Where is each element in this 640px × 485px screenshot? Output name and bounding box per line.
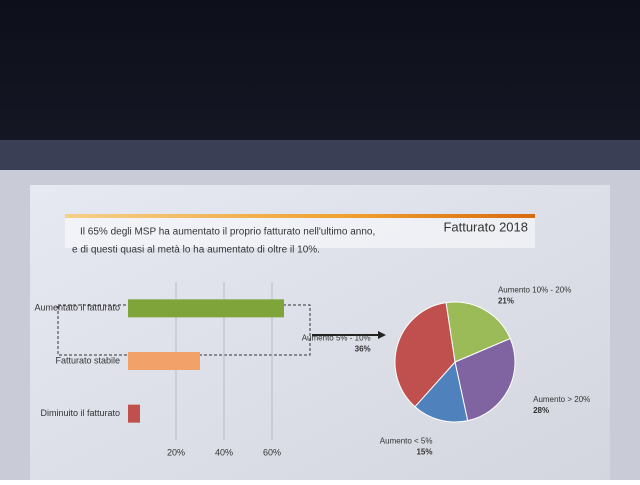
pie-value-label: 28% bbox=[533, 406, 549, 415]
stage-edge bbox=[0, 140, 640, 170]
y-tick-label: Diminuito il fatturato bbox=[40, 408, 120, 418]
slide-text: Il 65% degli MSP ha aumentato il proprio… bbox=[80, 227, 375, 238]
pie-slice bbox=[414, 360, 469, 423]
title-rule bbox=[65, 214, 535, 218]
bar bbox=[128, 352, 200, 370]
x-tick-label: 20% bbox=[167, 447, 185, 457]
pie-label: Aumento < 5% bbox=[380, 436, 433, 445]
slide-title: Fatturato 2018 bbox=[443, 219, 528, 234]
pie-label: Aumento > 20% bbox=[533, 395, 590, 404]
pie-value-label: 36% bbox=[355, 345, 371, 354]
y-tick-label: Fatturato stabile bbox=[55, 355, 120, 365]
x-tick-label: 60% bbox=[263, 447, 281, 457]
pie-slice bbox=[454, 337, 516, 422]
bar bbox=[128, 404, 140, 423]
pie-value-label: 15% bbox=[416, 447, 432, 456]
arrow-head bbox=[378, 331, 386, 339]
pie-value-label: 21% bbox=[498, 297, 514, 306]
title-band bbox=[65, 218, 535, 248]
pie-label: Aumento 10% - 20% bbox=[498, 286, 571, 295]
x-tick-label: 40% bbox=[215, 447, 233, 457]
pie-slice bbox=[394, 302, 456, 408]
bar bbox=[128, 299, 284, 318]
y-tick-label: Aumentato il fatturato bbox=[34, 303, 120, 313]
pie-slice bbox=[445, 301, 511, 363]
pie-label: Aumento 5% - 10% bbox=[302, 334, 371, 343]
slide-text: e di questi quasi al metà lo ha aumentat… bbox=[72, 245, 320, 256]
